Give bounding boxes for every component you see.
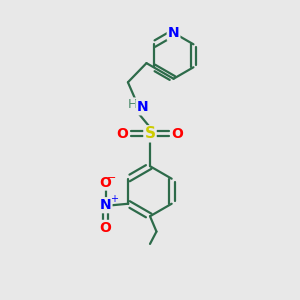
Text: N: N [168,26,179,40]
Text: O: O [116,127,128,141]
Text: H: H [128,98,137,111]
Text: N: N [136,100,148,114]
Text: O: O [100,176,112,190]
Text: −: − [107,173,116,183]
Text: S: S [145,126,155,141]
Text: N: N [100,198,112,212]
Text: O: O [100,221,112,235]
Text: +: + [110,194,118,204]
Text: O: O [172,127,184,141]
